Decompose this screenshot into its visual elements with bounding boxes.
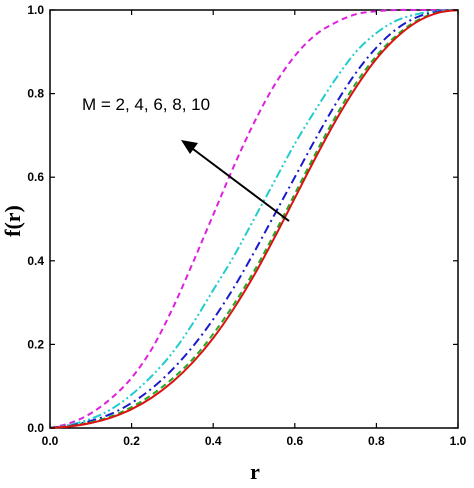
series-line-2 [49,9,459,429]
y-tick-label: 0.6 [27,170,44,184]
series-lines [49,8,459,429]
y-tick-label: 0.0 [27,421,44,435]
y-tick-label: 0.2 [27,337,44,351]
x-tick-label: 0.2 [123,434,140,448]
arrow-head [181,140,198,154]
annotation-label: M = 2, 4, 6, 8, 10 [82,95,210,114]
series-line-1 [49,8,458,429]
x-tick-label: 0.0 [42,434,59,448]
series-line-4 [49,9,459,429]
axis-ticks: 0.0 0.2 0.4 0.6 0.8 1.0 0.0 0.2 0.4 0.6 0.8 1.0 [27,3,466,448]
y-tick-label: 0.4 [27,254,44,268]
annotation-arrow [181,140,290,222]
series-line-5 [49,9,459,429]
plot-frame-rect [49,9,459,429]
x-tick-label: 0.4 [205,434,222,448]
y-tick-label: 0.8 [27,87,44,101]
y-tick-label: 1.0 [27,3,44,17]
x-tick-label: 0.6 [286,434,303,448]
x-tick-label: 0.8 [368,434,385,448]
x-tick-label: 1.0 [450,434,467,448]
arrow-shaft [192,148,290,222]
plot-frame [49,9,459,429]
y-axis-title: f(r) [0,205,25,237]
x-axis-title: r [250,459,260,484]
